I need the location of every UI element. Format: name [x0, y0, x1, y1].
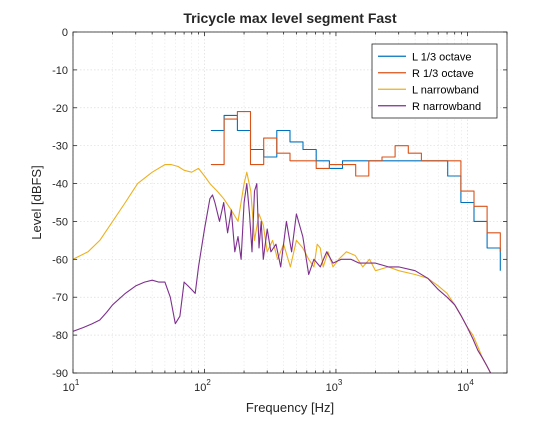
- y-tick-label: -30: [52, 141, 68, 153]
- y-tick-label: -40: [52, 179, 68, 191]
- x-tick-exponent: 4: [469, 378, 474, 387]
- x-tick-label: 101: [63, 378, 80, 394]
- y-tick-label: -80: [52, 330, 68, 342]
- y-tick-label: -50: [52, 216, 68, 228]
- y-tick-label: -70: [52, 292, 68, 304]
- legend-label: R 1/3 octave: [412, 68, 474, 80]
- series-line-l-1-3-octave: [210, 114, 501, 271]
- y-tick-label: -10: [52, 65, 68, 77]
- series-line-r-1-3-octave: [210, 111, 501, 252]
- y-tick-label: -60: [52, 254, 68, 266]
- x-tick-base: 10: [326, 382, 338, 394]
- x-tick-label: 103: [326, 378, 343, 394]
- x-tick-label: 102: [194, 378, 211, 394]
- series-layer: [73, 111, 501, 373]
- series-line-r-narrowband: [73, 183, 492, 373]
- chart-title: Tricycle max level segment Fast: [183, 10, 397, 26]
- y-tick-label: -20: [52, 103, 68, 115]
- y-tick-label: -90: [52, 368, 68, 380]
- x-axis-label: Frequency [Hz]: [246, 400, 334, 415]
- x-tick-exponent: 1: [75, 378, 80, 387]
- y-tick-label: 0: [62, 27, 68, 39]
- x-tick-base: 10: [194, 382, 206, 394]
- y-axis-label: Level [dBFS]: [29, 165, 44, 239]
- plot-frame: [72, 31, 508, 374]
- x-tick-base: 10: [457, 382, 469, 394]
- x-tick-label: 104: [457, 378, 474, 394]
- x-tick-exponent: 3: [338, 378, 343, 387]
- x-tick-exponent: 2: [206, 378, 211, 387]
- series-line-l-narrowband: [73, 164, 492, 373]
- legend-label: R narrowband: [412, 101, 481, 113]
- legend: L 1/3 octave R 1/3 octave L narrowband R na…: [371, 43, 498, 119]
- legend-label: L narrowband: [412, 84, 479, 96]
- legend-label: L 1/3 octave: [412, 51, 472, 63]
- x-tick-base: 10: [63, 382, 75, 394]
